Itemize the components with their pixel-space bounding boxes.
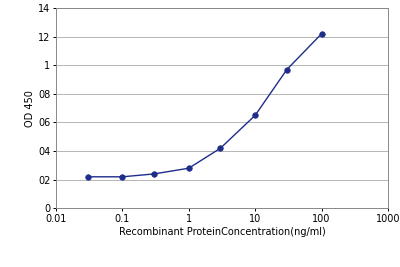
Y-axis label: OD 450: OD 450 — [25, 90, 35, 127]
X-axis label: Recombinant ProteinConcentration(ng/ml): Recombinant ProteinConcentration(ng/ml) — [119, 227, 325, 237]
